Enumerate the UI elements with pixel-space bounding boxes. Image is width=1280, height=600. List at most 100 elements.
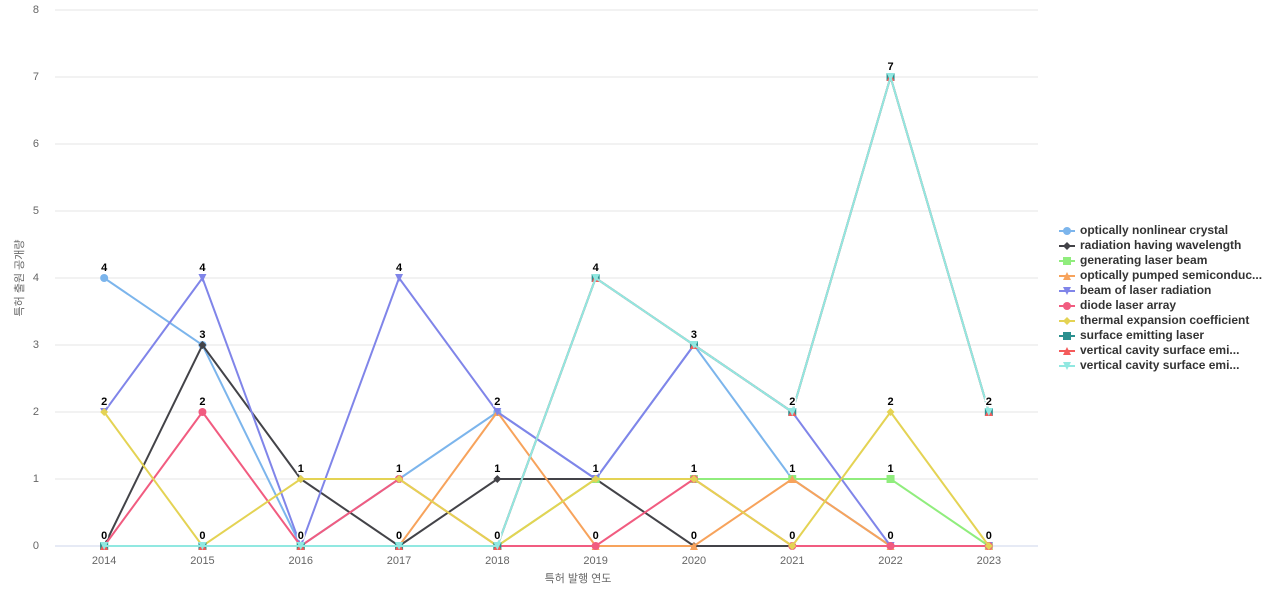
legend-label: radiation having wavelength [1080, 238, 1241, 252]
x-axis-title: 특허 발행 연도 [545, 572, 612, 585]
data-label: 4 [396, 262, 403, 274]
data-label: 1 [691, 463, 697, 475]
legend-label: optically pumped semiconduc... [1080, 268, 1262, 282]
legend-label: diode laser array [1080, 298, 1176, 312]
point [198, 542, 207, 550]
x-tick-label: 2023 [977, 555, 1001, 567]
legend-marker [1063, 317, 1071, 325]
series-line [103, 410, 990, 548]
data-label: 0 [691, 530, 697, 542]
y-tick-label: 4 [33, 272, 39, 284]
y-axis-title: 특허 출원 공개량 [13, 240, 26, 317]
point [788, 475, 797, 483]
legend-marker [1063, 287, 1071, 295]
point [886, 475, 895, 483]
legend-label: thermal expansion coefficient [1080, 313, 1249, 327]
data-label: 1 [789, 463, 795, 475]
point [689, 542, 698, 550]
x-tick-label: 2015 [190, 555, 214, 567]
point [395, 475, 404, 483]
point [788, 408, 797, 416]
point [591, 542, 600, 550]
point [100, 408, 109, 416]
point [591, 274, 600, 282]
series-line [104, 73, 990, 547]
data-label: 7 [887, 61, 893, 73]
legend-marker [1063, 332, 1071, 340]
series-line [103, 410, 989, 548]
point [886, 73, 895, 81]
point [788, 542, 797, 550]
x-tick-label: 2014 [92, 555, 116, 567]
point [395, 542, 404, 550]
point [100, 274, 109, 282]
y-tick-label: 0 [33, 540, 39, 552]
point [395, 274, 404, 282]
data-label: 4 [101, 262, 108, 274]
data-label: 0 [593, 530, 599, 542]
point [198, 274, 207, 282]
legend-marker [1063, 257, 1071, 265]
data-label: 0 [298, 530, 304, 542]
data-label: 3 [691, 329, 697, 341]
x-tick-label: 2019 [583, 555, 607, 567]
legend-marker [1063, 272, 1071, 280]
data-label: 1 [593, 463, 599, 475]
data-label: 0 [101, 530, 107, 542]
legend-label: surface emitting laser [1080, 328, 1204, 342]
y-tick-label: 5 [33, 205, 39, 217]
point [984, 542, 993, 550]
data-label: 2 [789, 396, 795, 408]
data-label: 2 [199, 396, 205, 408]
point [493, 408, 502, 416]
data-label: 1 [494, 463, 500, 475]
data-label: 1 [298, 463, 304, 475]
data-label: 2 [887, 396, 893, 408]
point [984, 408, 993, 416]
point [591, 475, 600, 483]
legend-marker [1063, 227, 1071, 235]
y-tick-label: 6 [33, 138, 39, 150]
point [100, 542, 109, 550]
point [296, 475, 305, 483]
y-tick-label: 1 [33, 473, 39, 485]
legend-label: optically nonlinear crystal [1080, 223, 1228, 237]
point [198, 408, 207, 416]
data-label: 2 [101, 396, 107, 408]
legend-marker [1063, 302, 1071, 310]
data-label: 2 [986, 396, 992, 408]
y-tick-label: 2 [33, 406, 39, 418]
series-line [104, 73, 990, 547]
point [493, 475, 502, 483]
data-label: 1 [887, 463, 893, 475]
x-tick-label: 2017 [387, 555, 411, 567]
y-tick-label: 8 [33, 4, 39, 16]
x-tick-label: 2022 [878, 555, 902, 567]
point [296, 542, 305, 550]
x-tick-label: 2020 [682, 555, 706, 567]
point [493, 542, 502, 550]
data-label: 4 [593, 262, 600, 274]
data-label: 0 [789, 530, 795, 542]
point [198, 341, 207, 349]
point [689, 341, 698, 349]
legend-label: beam of laser radiation [1080, 283, 1211, 297]
y-tick-label: 7 [33, 71, 39, 83]
legend-marker [1063, 242, 1071, 250]
data-label: 0 [986, 530, 992, 542]
y-tick-label: 3 [33, 339, 39, 351]
legend-marker [1063, 347, 1071, 355]
data-label: 0 [396, 530, 402, 542]
data-label: 0 [494, 530, 500, 542]
data-label: 2 [494, 396, 500, 408]
data-label: 0 [887, 530, 893, 542]
data-label: 4 [199, 262, 206, 274]
point [689, 475, 698, 483]
data-label: 0 [199, 530, 205, 542]
data-label: 3 [199, 329, 205, 341]
x-tick-label: 2021 [780, 555, 804, 567]
legend-label: vertical cavity surface emi... [1080, 343, 1239, 357]
legend-label: generating laser beam [1080, 253, 1207, 267]
x-tick-label: 2016 [289, 555, 313, 567]
